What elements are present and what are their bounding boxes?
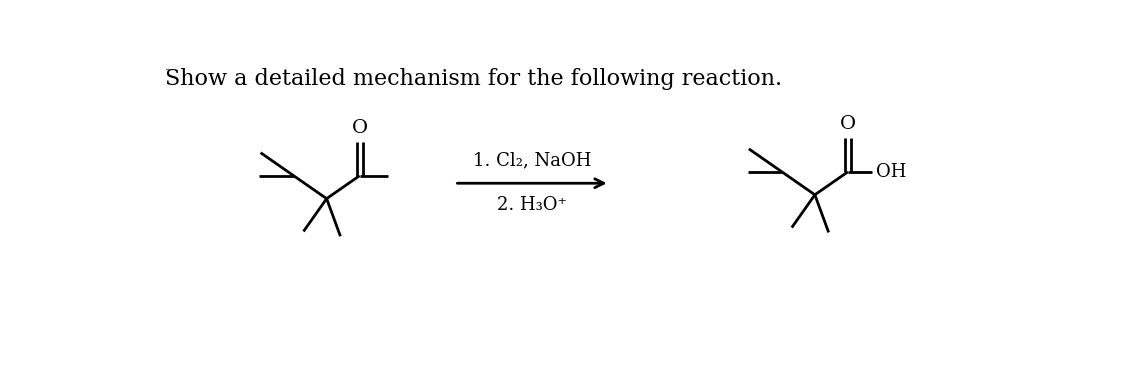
Text: 2. H₃O⁺: 2. H₃O⁺ (497, 196, 567, 214)
Text: Show a detailed mechanism for the following reaction.: Show a detailed mechanism for the follow… (165, 68, 783, 90)
Text: OH: OH (876, 163, 907, 181)
Text: 1. Cl₂, NaOH: 1. Cl₂, NaOH (472, 151, 592, 169)
Text: O: O (352, 119, 368, 137)
Text: O: O (840, 115, 856, 133)
